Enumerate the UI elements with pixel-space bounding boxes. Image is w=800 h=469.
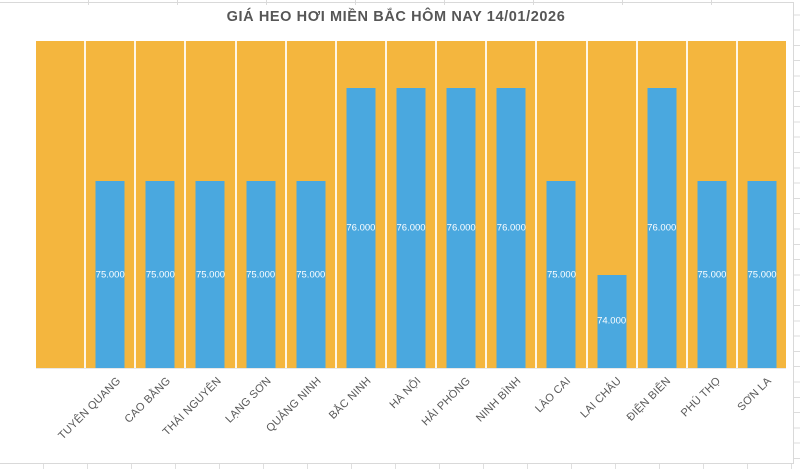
x-axis-label: HẢI PHÒNG: [420, 375, 474, 429]
category-slot: 75.000: [184, 41, 234, 368]
chart-bar: 76.000: [346, 87, 376, 368]
chart-bar: 76.000: [647, 87, 677, 368]
category-slot: 75.000: [685, 41, 736, 368]
x-axis-label: LAI CHÂU: [577, 375, 624, 421]
category-slot: 75.000: [234, 41, 285, 368]
category-slot: 74.000: [585, 41, 636, 368]
x-axis-label: LÀO CAI: [533, 375, 574, 416]
x-axis-label: TUYÊN QUANG: [56, 375, 124, 443]
x-axis-label: PHÚ THỌ: [679, 375, 724, 420]
chart-bar: 76.000: [396, 87, 426, 368]
bar-value-label: 75.000: [95, 269, 125, 281]
plot-area: 75.000 75.000 75.000 75.000 75.000 76.000 76.0…: [36, 41, 786, 369]
x-axis-label: BẮC NINH: [326, 375, 374, 422]
empty-category-slot: [36, 41, 84, 368]
category-slot: 76.000: [635, 41, 686, 368]
category-slot: 75.000: [535, 41, 585, 368]
category-slot: 76.000: [334, 41, 385, 368]
chart-bar: 75.000: [697, 181, 726, 368]
worksheet-gridline-top: [0, 0, 793, 5]
chart-bar: 75.000: [246, 181, 275, 368]
bar-value-label: 75.000: [145, 269, 175, 281]
x-axis-label: NINH BÌNH: [473, 375, 524, 425]
chart-title: GIÁ HEO HƠI MIỀN BẮC HÔM NAY 14/01/2026: [226, 9, 566, 25]
chart-bar: 75.000: [146, 181, 175, 368]
chart-bar: 76.000: [496, 87, 526, 368]
chart-bar: 74.000: [597, 274, 627, 368]
bar-value-label: 75.000: [296, 269, 326, 281]
bar-value-label: 76.000: [647, 222, 677, 234]
chart-bar: 75.000: [96, 181, 125, 368]
chart-bar: 75.000: [296, 181, 325, 368]
category-slot: 75.000: [134, 41, 184, 368]
chart-bar: 75.000: [196, 181, 225, 368]
x-axis-label: LẠNG SƠN: [223, 375, 274, 426]
chart-bar: 75.000: [547, 181, 576, 368]
bar-value-label: 76.000: [446, 222, 476, 234]
category-slot: 75.000: [284, 41, 335, 368]
x-axis-label: SƠN LA: [734, 375, 774, 414]
bar-value-label: 76.000: [346, 222, 376, 234]
bar-value-label: 75.000: [546, 269, 576, 281]
chart-bar: 76.000: [446, 87, 476, 368]
x-axis-label: CAO BẰNG: [122, 375, 174, 426]
category-slot: 75.000: [735, 41, 786, 368]
bar-value-label: 75.000: [246, 269, 276, 281]
bar-value-label: 76.000: [496, 222, 526, 234]
chart-bar: 75.000: [748, 181, 777, 368]
category-slot: 76.000: [384, 41, 435, 368]
bar-value-label: 76.000: [396, 222, 426, 234]
category-slot: 75.000: [84, 41, 134, 368]
x-axis-label: HÀ NỘI: [387, 375, 424, 412]
bar-value-label: 74.000: [597, 315, 627, 327]
x-axis-label: ĐIỆN BIÊN: [624, 375, 674, 424]
category-slot: 76.000: [485, 41, 535, 368]
bar-value-label: 75.000: [747, 269, 777, 281]
x-axis-labels: TUYÊN QUANG CAO BẰNG THÁI NGUYÊN LẠNG SƠN QU…: [36, 368, 786, 468]
bar-value-label: 75.000: [697, 269, 727, 281]
bar-value-label: 75.000: [195, 269, 226, 281]
worksheet-gridline-bottom: [0, 464, 793, 469]
category-slot: 76.000: [435, 41, 485, 368]
worksheet-gridlines-right: [793, 0, 800, 469]
